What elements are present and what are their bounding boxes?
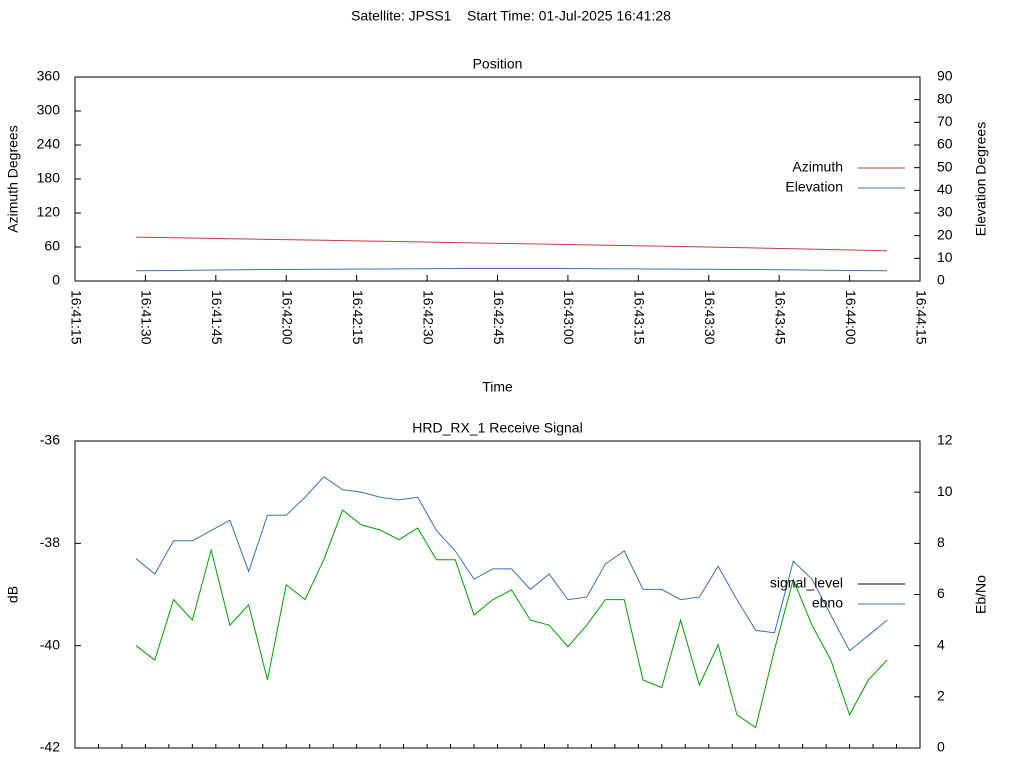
x-tick-label: 16:42:30 (420, 290, 436, 345)
y2-tick-label: 2 (937, 688, 945, 704)
x-tick-label: 16:42:15 (350, 290, 366, 345)
series-line (136, 268, 888, 272)
x-tick-label: 16:43:30 (702, 290, 718, 345)
y2-tick-label: 4 (937, 636, 945, 652)
y-tick-label: 180 (37, 170, 61, 186)
x-tick-label: 16:42:00 (280, 290, 296, 345)
y2-tick-label: 80 (937, 90, 953, 106)
y-tick-label: 300 (37, 102, 61, 118)
y2-tick-label: 20 (937, 226, 953, 242)
chart-title: Position (473, 56, 523, 72)
y2-tick-label: 60 (937, 136, 953, 152)
y-tick-label: -38 (40, 534, 60, 550)
x-tick-label: 16:43:15 (632, 290, 648, 345)
y-tick-label: -36 (40, 432, 60, 448)
x-tick-label: 16:42:45 (491, 290, 507, 345)
legend-label: Elevation (785, 179, 843, 195)
y2-tick-label: 90 (937, 68, 953, 84)
legend-label: Azimuth (792, 159, 843, 175)
page-title: Satellite: JPSS1 Start Time: 01-Jul-2025… (351, 8, 671, 24)
y2-tick-label: 12 (937, 432, 953, 448)
y-tick-label: -40 (40, 636, 60, 652)
x-tick-label: 16:44:15 (913, 290, 929, 345)
x-tick-label: 16:43:45 (772, 290, 788, 345)
x-tick-label: 16:41:30 (139, 290, 155, 345)
x-tick-label: 16:41:45 (209, 290, 225, 345)
chart-title: HRD_RX_1 Receive Signal (412, 420, 582, 436)
y2-tick-label: 10 (937, 483, 953, 499)
y2-tick-label: 0 (937, 739, 945, 755)
x-tick-label: 16:43:00 (561, 290, 577, 345)
y-tick-label: 60 (44, 238, 60, 254)
y2-tick-label: 40 (937, 181, 953, 197)
y2-tick-label: 50 (937, 158, 953, 174)
y2-tick-label: 70 (937, 113, 953, 129)
y2-tick-label: 10 (937, 249, 953, 265)
series-line (136, 236, 888, 252)
y2-axis-label: Eb/No (973, 575, 989, 614)
y2-axis-label: Elevation Degrees (973, 122, 989, 236)
y-tick-label: 360 (37, 68, 61, 84)
y2-tick-label: 8 (937, 534, 945, 550)
y-tick-label: -42 (40, 739, 60, 755)
plot-frame (74, 440, 921, 749)
y-tick-label: 240 (37, 136, 61, 152)
x-tick-label: 16:44:00 (843, 290, 859, 345)
series-line (135, 476, 888, 652)
x-tick-label: 16:41:15 (68, 290, 84, 345)
series-line (135, 509, 888, 729)
y2-tick-label: 30 (937, 204, 953, 220)
y-axis-label: Azimuth Degrees (5, 125, 21, 232)
y-tick-label: 0 (52, 272, 60, 288)
y-axis-label: dB (5, 586, 21, 603)
legend-label: ebno (812, 595, 843, 611)
y2-tick-label: 0 (937, 272, 945, 288)
y2-tick-label: 6 (937, 585, 945, 601)
x-axis-label: Time (482, 379, 513, 395)
y-tick-label: 120 (37, 204, 61, 220)
legend-label: signal_level (770, 575, 843, 591)
